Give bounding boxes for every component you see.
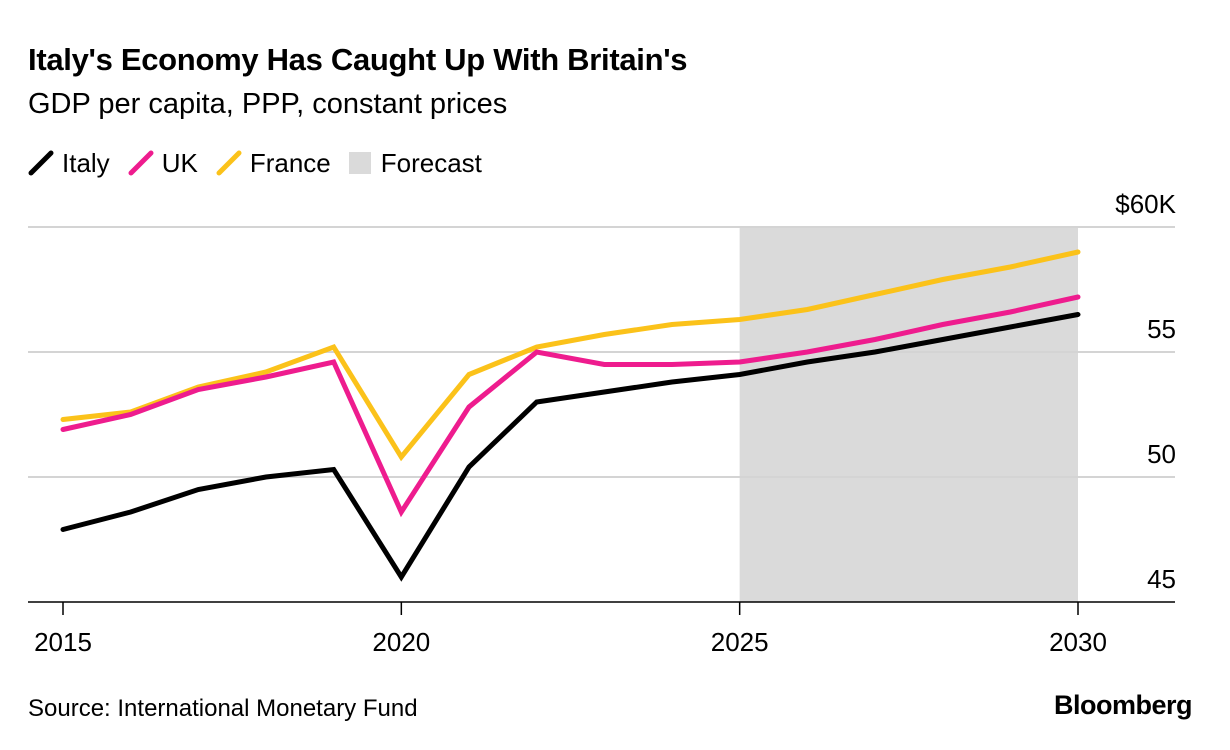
bloomberg-logo: Bloomberg <box>1053 690 1193 720</box>
x-tick-label-2025: 2025 <box>711 627 769 657</box>
legend: Italy UK France Forecast <box>28 146 500 180</box>
legend-swatch-france <box>216 150 242 176</box>
y-tick-label-45: 45 <box>1147 564 1176 594</box>
x-tick-label-2030: 2030 <box>1049 627 1107 657</box>
legend-label-forecast: Forecast <box>380 147 482 178</box>
chart-title: Italy's Economy Has Caught Up With Brita… <box>28 42 688 77</box>
legend-swatch-uk <box>128 150 154 176</box>
legend-item-italy: Italy <box>28 148 110 179</box>
legend-label-uk: UK <box>161 147 198 178</box>
x-tick-label-2020: 2020 <box>372 627 430 657</box>
series-line-uk <box>60 294 1081 518</box>
series-line-france <box>60 249 1081 462</box>
legend-swatch-italy <box>28 150 54 176</box>
y-tick-label-50: 50 <box>1147 439 1176 469</box>
series-line-italy <box>60 312 1081 582</box>
y-tick-label-60: $60K <box>1115 189 1176 219</box>
legend-item-france: France <box>216 148 331 179</box>
legend-item-forecast: Forecast <box>348 147 482 179</box>
forecast-region <box>739 227 1078 602</box>
legend-label-italy: Italy <box>62 147 110 178</box>
legend-swatch-forecast <box>348 152 371 174</box>
source-note: Source: International Monetary Fund <box>28 695 418 722</box>
x-tick-label-2015: 2015 <box>34 627 92 657</box>
y-tick-label-55: 55 <box>1147 314 1176 344</box>
legend-item-uk: UK <box>128 148 198 179</box>
legend-label-france: France <box>249 147 331 178</box>
chart-subtitle: GDP per capita, PPP, constant prices <box>28 88 508 120</box>
